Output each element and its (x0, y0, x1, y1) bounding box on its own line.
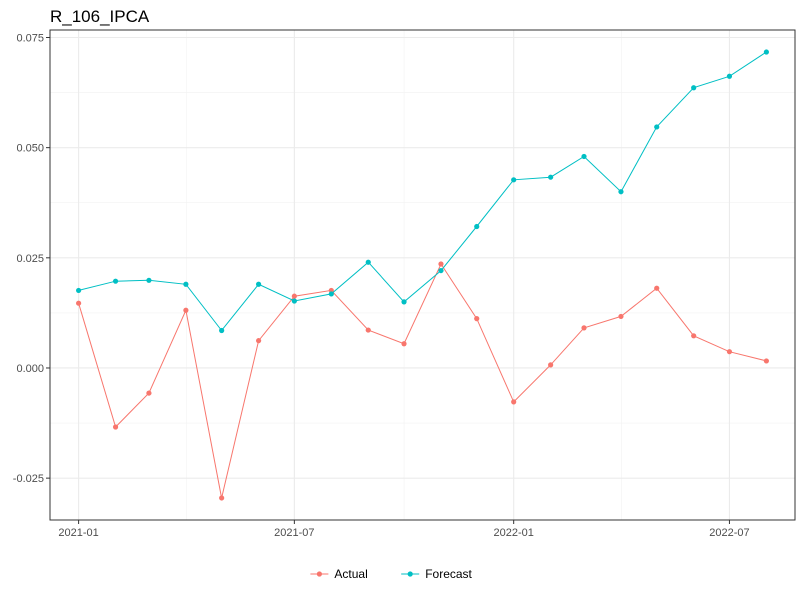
data-point-actual (438, 261, 444, 267)
data-point-forecast (654, 124, 660, 130)
x-tick-label: 2021-01 (58, 527, 98, 539)
data-point-forecast (256, 281, 262, 287)
data-point-forecast (291, 298, 297, 304)
data-point-forecast (726, 73, 733, 79)
x-axis: 2021-01 2021-07 2022-01 2022-07 (58, 520, 750, 539)
data-point-actual (654, 285, 660, 291)
y-tick-label: -0.025 (13, 473, 44, 485)
series-layer (76, 49, 769, 501)
data-point-actual (291, 293, 297, 299)
series-line-forecast (78, 51, 767, 332)
legend-item-actual: Actual (310, 567, 368, 581)
legend-label-actual: Actual (334, 567, 367, 581)
data-point-forecast (219, 327, 225, 334)
data-point-actual (401, 341, 407, 347)
data-point-forecast (401, 299, 407, 305)
data-point-forecast (511, 177, 517, 183)
data-point-actual (581, 325, 587, 331)
data-point-actual (691, 333, 697, 339)
data-point-forecast (691, 85, 697, 91)
data-point-actual (256, 338, 262, 344)
data-point-actual (365, 327, 371, 333)
y-axis: -0.025 0.000 0.025 0.050 0.075 (13, 32, 50, 485)
data-point-actual (219, 495, 225, 501)
data-point-forecast (146, 277, 152, 283)
legend: Actual Forecast (310, 567, 473, 581)
x-tick-label: 2022-07 (709, 527, 749, 539)
data-point-forecast (618, 189, 624, 195)
data-point-actual (112, 424, 119, 430)
data-point-forecast (763, 49, 769, 55)
data-point-forecast (548, 174, 554, 180)
data-point-actual (618, 313, 624, 320)
data-point-actual (183, 307, 189, 313)
minor-gridlines (50, 30, 795, 520)
x-tick-label: 2021-07 (274, 527, 314, 539)
chart-title: R_106_IPCA (50, 7, 150, 26)
data-point-actual (76, 300, 82, 306)
y-tick-label: 0.025 (16, 253, 44, 265)
data-point-actual (146, 390, 152, 396)
major-gridlines (50, 30, 795, 520)
data-point-forecast (328, 291, 334, 297)
y-tick-label: 0.050 (16, 143, 44, 155)
data-point-forecast (112, 278, 119, 284)
legend-item-forecast: Forecast (401, 567, 473, 581)
data-point-forecast (76, 287, 82, 294)
series-line-actual (78, 262, 767, 499)
data-point-forecast (183, 281, 189, 287)
data-point-actual (474, 316, 480, 322)
data-point-forecast (438, 267, 444, 274)
data-point-actual (511, 399, 517, 405)
data-point-forecast (365, 259, 371, 265)
data-point-forecast (581, 153, 587, 160)
data-point-actual (763, 358, 769, 364)
data-point-actual (726, 349, 733, 355)
y-tick-label: 0.075 (16, 32, 44, 44)
data-point-forecast (474, 223, 480, 230)
legend-key-point-actual (316, 571, 322, 577)
x-tick-label: 2022-01 (494, 527, 534, 539)
legend-key-point-forecast (407, 571, 413, 577)
plot-panel-border (49, 29, 796, 521)
legend-label-forecast: Forecast (425, 567, 472, 581)
plot-background (50, 30, 795, 520)
y-tick-label: 0.000 (16, 363, 44, 375)
data-point-actual (548, 362, 554, 368)
